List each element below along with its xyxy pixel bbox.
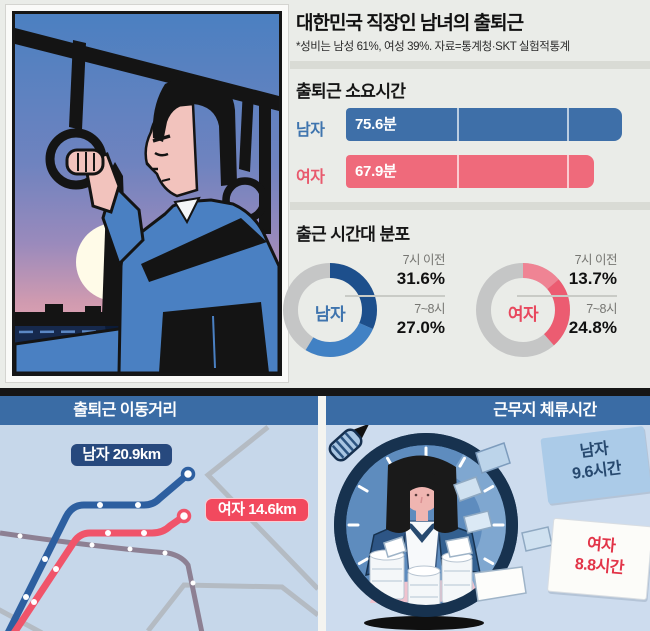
stat-value: 13.7% <box>568 269 617 288</box>
metro-line-male <box>5 466 196 631</box>
stat-value: 27.0% <box>396 318 445 337</box>
bar-male: 75.6분 <box>346 108 622 141</box>
donut-center-label-female: 여자 <box>507 305 539 324</box>
metro-line-gray-1 <box>204 425 318 591</box>
female-distance-pill: 여자 14.6km <box>205 498 309 522</box>
donut-chart-female <box>476 263 570 357</box>
donut-male-slice-before7 <box>283 263 377 357</box>
stat-divider <box>517 295 617 297</box>
section-heading-departure: 출근 시간대 분포 <box>296 225 410 244</box>
stat-value: 31.6% <box>396 269 445 288</box>
section-divider-bar <box>0 388 650 396</box>
male-distance-pill: 남자 20.9km <box>70 443 173 467</box>
watch-illustration <box>328 425 553 630</box>
bar-gridline <box>567 108 569 141</box>
papers-escaping <box>473 442 553 602</box>
page-title: 대한민국 직장인 남녀의 출퇴근 <box>296 13 524 34</box>
divider-band-2 <box>290 202 650 210</box>
bar-value-male: 75.6분 <box>355 116 397 133</box>
stat-divider <box>345 295 445 297</box>
metro-line-female <box>11 508 192 631</box>
standing-man <box>65 76 279 373</box>
stay-panel: 근무지 체류시간 <box>326 396 650 631</box>
divider-band-1 <box>290 61 650 69</box>
donut-chart-male <box>283 263 377 357</box>
bar-gridline <box>457 155 459 188</box>
metro-line-mauve <box>0 530 205 631</box>
bar-gridline <box>567 155 569 188</box>
metro-line-gray-2 <box>146 582 318 631</box>
distance-panel-title: 출퇴근 이동거리 <box>73 402 177 419</box>
bar-gridline <box>457 108 459 141</box>
male-line-end-station <box>180 466 196 482</box>
bar-female: 67.9분 <box>346 155 594 188</box>
stay-panel-header: 근무지 체류시간 <box>326 396 650 425</box>
female-stay-note: 여자 8.8시간 <box>546 517 650 601</box>
subway-illustration-frame <box>6 5 288 382</box>
male-stay-note: 남자 9.6시간 <box>540 425 650 505</box>
bar-value-female: 67.9분 <box>355 163 397 180</box>
bar-label-female: 여자 <box>296 169 325 186</box>
watch-shadow <box>364 616 484 630</box>
stat-name: 7시 이전 <box>402 253 446 267</box>
donut-female-slice-7to8 <box>476 263 570 357</box>
donut-female-slice-before7 <box>476 263 570 357</box>
female-line-end-station <box>176 508 192 524</box>
watch-face-highlight <box>450 453 510 597</box>
stat-value: 24.8% <box>568 318 617 337</box>
donut-male-slice-7to8 <box>283 263 377 357</box>
subway-man-illustration <box>15 14 279 373</box>
section-heading-commute-time: 출퇴근 소요시간 <box>296 82 406 101</box>
panel-divider <box>318 396 326 631</box>
subway-illustration-border <box>12 11 282 376</box>
page-subtitle: *성비는 남성 61%, 여성 39%. 자료=통계청·SKT 실험적통계 <box>296 41 570 53</box>
stat-name: 7~8시 <box>414 302 445 316</box>
donut-center-label-male: 남자 <box>314 305 346 324</box>
stay-panel-title: 근무지 체류시간 <box>493 402 597 419</box>
metro-map-illustration <box>0 425 318 631</box>
stat-name: 7시 이전 <box>574 253 618 267</box>
stat-name: 7~8시 <box>586 302 617 316</box>
flying-papers <box>383 476 493 558</box>
distance-panel: 출퇴근 이동거리 남자 20. <box>0 396 318 631</box>
donut-male-stats: 7시 이전 31.6% 7~8시 27.0% <box>345 253 446 338</box>
distance-panel-header: 출퇴근 이동거리 <box>0 396 318 425</box>
donut-female-stats: 7시 이전 13.7% 7~8시 24.8% <box>517 253 618 338</box>
bar-label-male: 남자 <box>296 122 325 139</box>
watch-crown <box>328 425 370 462</box>
